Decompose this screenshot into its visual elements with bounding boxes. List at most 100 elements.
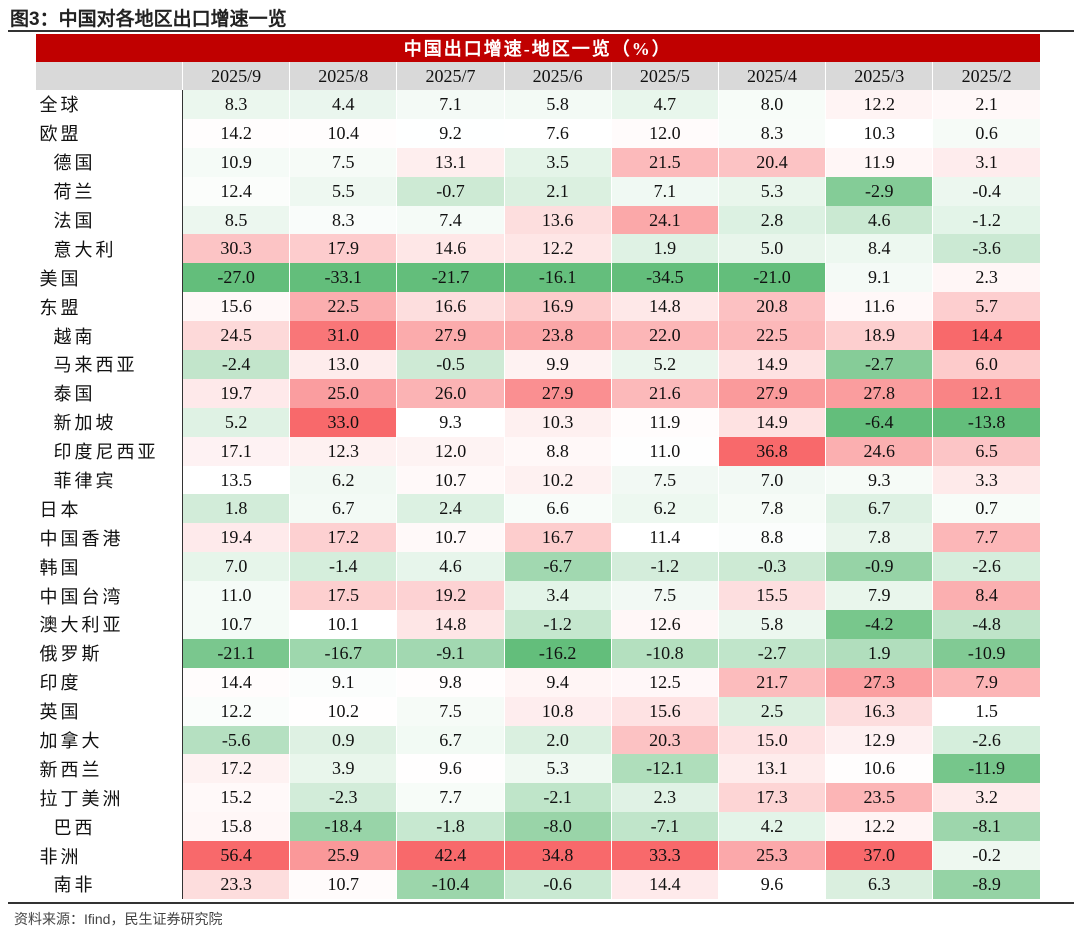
cell: 7.7 [932, 523, 1040, 553]
row-label: 拉丁美洲 [35, 783, 183, 813]
row-label: 新西兰 [35, 754, 183, 784]
cell: 11.4 [610, 523, 719, 553]
cell: 42.4 [396, 841, 505, 871]
cell: 30.3 [181, 234, 290, 264]
cell: 12.9 [825, 725, 933, 755]
cell: 20.3 [610, 725, 719, 755]
cell: 17.9 [289, 234, 397, 264]
cell: 14.4 [932, 321, 1040, 351]
cell: 14.6 [396, 234, 505, 264]
cell: 24.6 [825, 436, 933, 466]
cell: 33.0 [289, 407, 397, 437]
cell: -16.2 [503, 638, 612, 668]
cell: 15.6 [181, 292, 290, 322]
cell: 22.5 [289, 292, 397, 322]
row: 印度尼西亚 17.1 12.3 12.0 8.8 11.0 36.8 24.6 6.5 [35, 436, 1040, 466]
cell: -10.8 [610, 638, 719, 668]
cell: 5.3 [503, 754, 612, 784]
cell: 12.6 [610, 610, 719, 639]
cell: 27.8 [825, 378, 933, 408]
cell: 10.7 [396, 465, 505, 495]
cell: 2.1 [503, 176, 612, 206]
row: 南非 23.3 10.7 -10.4 -0.6 14.4 9.6 6.3 -8.9 [35, 870, 1040, 899]
row-label: 欧盟 [35, 118, 183, 148]
cell: -1.2 [610, 552, 719, 582]
row-label: 全球 [35, 90, 183, 119]
cell: 14.9 [717, 407, 826, 437]
cell: 7.9 [825, 581, 933, 611]
cell: 19.7 [181, 378, 290, 408]
cell: 15.6 [610, 696, 719, 726]
cell: -0.7 [396, 176, 505, 206]
cell: 10.7 [396, 523, 505, 553]
cell: 10.9 [181, 147, 290, 177]
cell: 11.6 [825, 292, 933, 322]
cell: 1.8 [181, 494, 290, 524]
cell: 19.4 [181, 523, 290, 553]
cell: -10.4 [396, 870, 505, 899]
cell: 13.1 [717, 754, 826, 784]
row: 欧盟 14.2 10.4 9.2 7.6 12.0 8.3 10.3 0.6 [35, 118, 1040, 148]
cell: 1.9 [825, 638, 933, 668]
cell: 12.3 [289, 436, 397, 466]
cell: 8.8 [503, 436, 612, 466]
cell: 17.3 [717, 783, 826, 813]
cell: 33.3 [610, 841, 719, 871]
cell: 21.6 [610, 378, 719, 408]
cell: 27.9 [503, 378, 612, 408]
cell: 10.1 [289, 610, 397, 639]
cell: -0.2 [932, 841, 1040, 871]
cell: 15.8 [181, 812, 290, 842]
row: 韩国 7.0 -1.4 4.6 -6.7 -1.2 -0.3 -0.9 -2.6 [35, 552, 1040, 582]
cell: -21.1 [181, 638, 290, 668]
cell: -9.1 [396, 638, 505, 668]
row-label: 非洲 [35, 841, 183, 871]
cell: -2.1 [503, 783, 612, 813]
cell: 7.0 [181, 552, 290, 582]
cell: -1.4 [289, 552, 397, 582]
row: 意大利 30.3 17.9 14.6 12.2 1.9 5.0 8.4 -3.6 [35, 234, 1040, 264]
row: 菲律宾 13.5 6.2 10.7 10.2 7.5 7.0 9.3 3.3 [35, 465, 1040, 495]
cell: 11.0 [610, 436, 719, 466]
cell: 14.8 [610, 292, 719, 322]
cell: 9.4 [503, 667, 612, 697]
cell: 12.1 [932, 378, 1040, 408]
row: 东盟 15.6 22.5 16.6 16.9 14.8 20.8 11.6 5.7 [35, 292, 1040, 322]
cell: 9.3 [825, 465, 933, 495]
cell: 9.6 [717, 870, 826, 899]
cell: 36.8 [717, 436, 826, 466]
cell: 6.7 [825, 494, 933, 524]
cell: -21.0 [717, 263, 826, 293]
column-header-row: 2025/9 2025/8 2025/7 2025/6 2025/5 2025/4 2025… [35, 62, 1040, 90]
cell: -5.6 [181, 725, 290, 755]
cell: 14.8 [396, 610, 505, 639]
cell: 24.1 [610, 205, 719, 235]
row-label: 澳大利亚 [35, 610, 183, 639]
figure-title: 图3：中国对各地区出口增速一览 [10, 9, 287, 30]
row-label: 日本 [35, 494, 183, 524]
cell: 1.5 [932, 696, 1040, 726]
cell: -1.8 [396, 812, 505, 842]
cell: 3.3 [932, 465, 1040, 495]
cell: -12.1 [610, 754, 719, 784]
column-header: 2025/2 [932, 62, 1040, 90]
cell: 7.8 [717, 494, 826, 524]
cell: 4.6 [825, 205, 933, 235]
cell: 8.5 [181, 205, 290, 235]
cell: 16.9 [503, 292, 612, 322]
row: 巴西 15.8 -18.4 -1.8 -8.0 -7.1 4.2 12.2 -8.1 [35, 812, 1040, 842]
cell: -13.8 [932, 407, 1040, 437]
row-label: 南非 [35, 870, 183, 899]
cell: 9.3 [396, 407, 505, 437]
cell: -0.5 [396, 350, 505, 379]
cell: 25.9 [289, 841, 397, 871]
row: 泰国 19.7 25.0 26.0 27.9 21.6 27.9 27.8 12.1 [35, 378, 1040, 408]
cell: -8.1 [932, 812, 1040, 842]
cell: 16.7 [503, 523, 612, 553]
cell: 12.2 [825, 812, 933, 842]
cell: 1.9 [610, 234, 719, 264]
row-label: 巴西 [35, 812, 183, 842]
cell: 14.2 [181, 118, 290, 148]
cell: 8.8 [717, 523, 826, 553]
row-label: 马来西亚 [35, 350, 183, 379]
